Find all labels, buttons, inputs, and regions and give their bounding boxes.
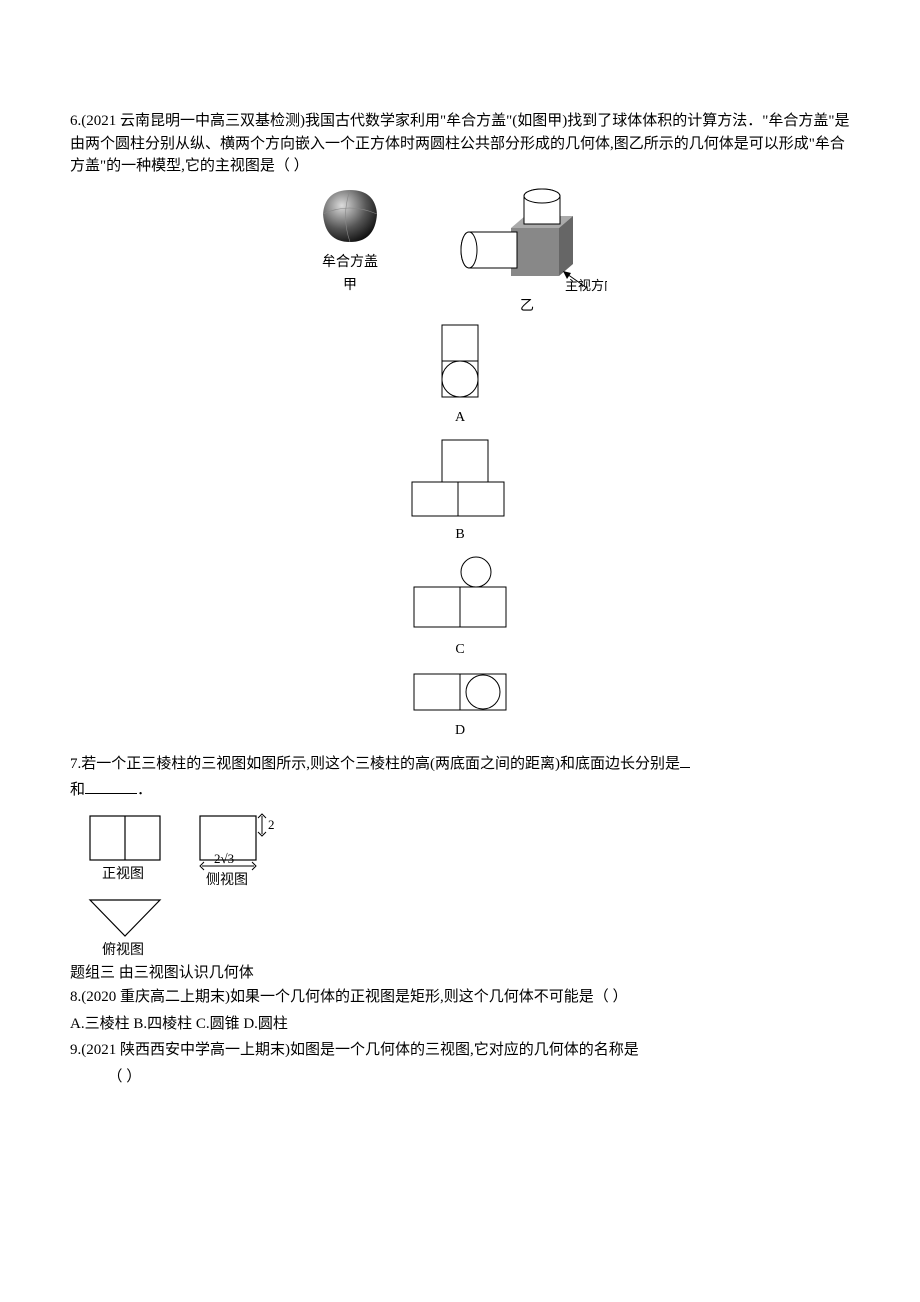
group3-title: 题组三 由三视图认识几何体 xyxy=(70,962,850,985)
q7-three-views-icon: 正视图 2 2√3 侧视图 俯视图 xyxy=(70,806,300,956)
q7-period: ． xyxy=(137,782,152,798)
svg-text:俯视图: 俯视图 xyxy=(102,942,144,956)
fig-yi-col: 主视方向 乙 xyxy=(447,184,607,317)
q7-and: 和 xyxy=(70,782,85,798)
q6-optB-icon xyxy=(410,438,510,518)
fig-jia-col: 牟合方盖 甲 xyxy=(313,184,387,296)
q6-top-figures: 牟合方盖 甲 主视方向 乙 xyxy=(70,184,850,317)
cap-jia: 甲 xyxy=(343,275,357,296)
dim23-text: 2√3 xyxy=(214,851,234,866)
q6-text: 6.(2021 云南昆明一中高三双基检测)我国古代数学家利用"牟合方盖"(如图甲… xyxy=(70,110,850,178)
model-yi-icon: 主视方向 xyxy=(447,184,607,294)
q7-label: 7.若一个正三棱柱的三视图如图所示,则这个三棱柱的高(两底面之间的距离)和底面边… xyxy=(70,756,680,772)
q7-blank1 xyxy=(680,753,690,768)
q6-optC-icon xyxy=(410,555,510,633)
svg-text:正视图: 正视图 xyxy=(102,866,144,882)
q9-text: 9.(2021 陕西西安中学高一上期末)如图是一个几何体的三视图,它对应的几何体… xyxy=(70,1039,850,1062)
q6-optD-icon xyxy=(410,670,510,714)
q6-optC-label: C xyxy=(455,639,464,660)
mouhe-icon xyxy=(313,184,387,250)
q9-paren: （ ） xyxy=(70,1066,850,1089)
q8-opts: A.三棱柱 B.四棱柱 C.圆锥 D.圆柱 xyxy=(70,1016,288,1032)
cap-mouhe: 牟合方盖 xyxy=(322,252,378,273)
cap-zhushi-text: 主视方向 xyxy=(565,278,607,293)
cap-yi: 乙 xyxy=(520,296,534,317)
q8-text: 8.(2020 重庆高二上期末)如果一个几何体的正视图是矩形,则这个几何体不可能… xyxy=(70,986,850,1009)
q6-optA-label: A xyxy=(455,407,465,428)
q7-blank2 xyxy=(85,779,137,794)
q8-options: A.三棱柱 B.四棱柱 C.圆锥 D.圆柱 xyxy=(70,1013,850,1036)
q7-figures: 正视图 2 2√3 侧视图 俯视图 xyxy=(70,806,850,956)
q6-optA-icon xyxy=(421,323,499,401)
q6-optB-label: B xyxy=(455,524,464,545)
q6-optD-label: D xyxy=(455,720,465,741)
q7-text2: 和． xyxy=(70,779,850,802)
q7-text: 7.若一个正三棱柱的三视图如图所示,则这个三棱柱的高(两底面之间的距离)和底面边… xyxy=(70,753,850,776)
q6-options: A B C D xyxy=(70,323,850,747)
dim2-text: 2 xyxy=(268,817,275,832)
svg-text:侧视图: 侧视图 xyxy=(206,872,248,888)
